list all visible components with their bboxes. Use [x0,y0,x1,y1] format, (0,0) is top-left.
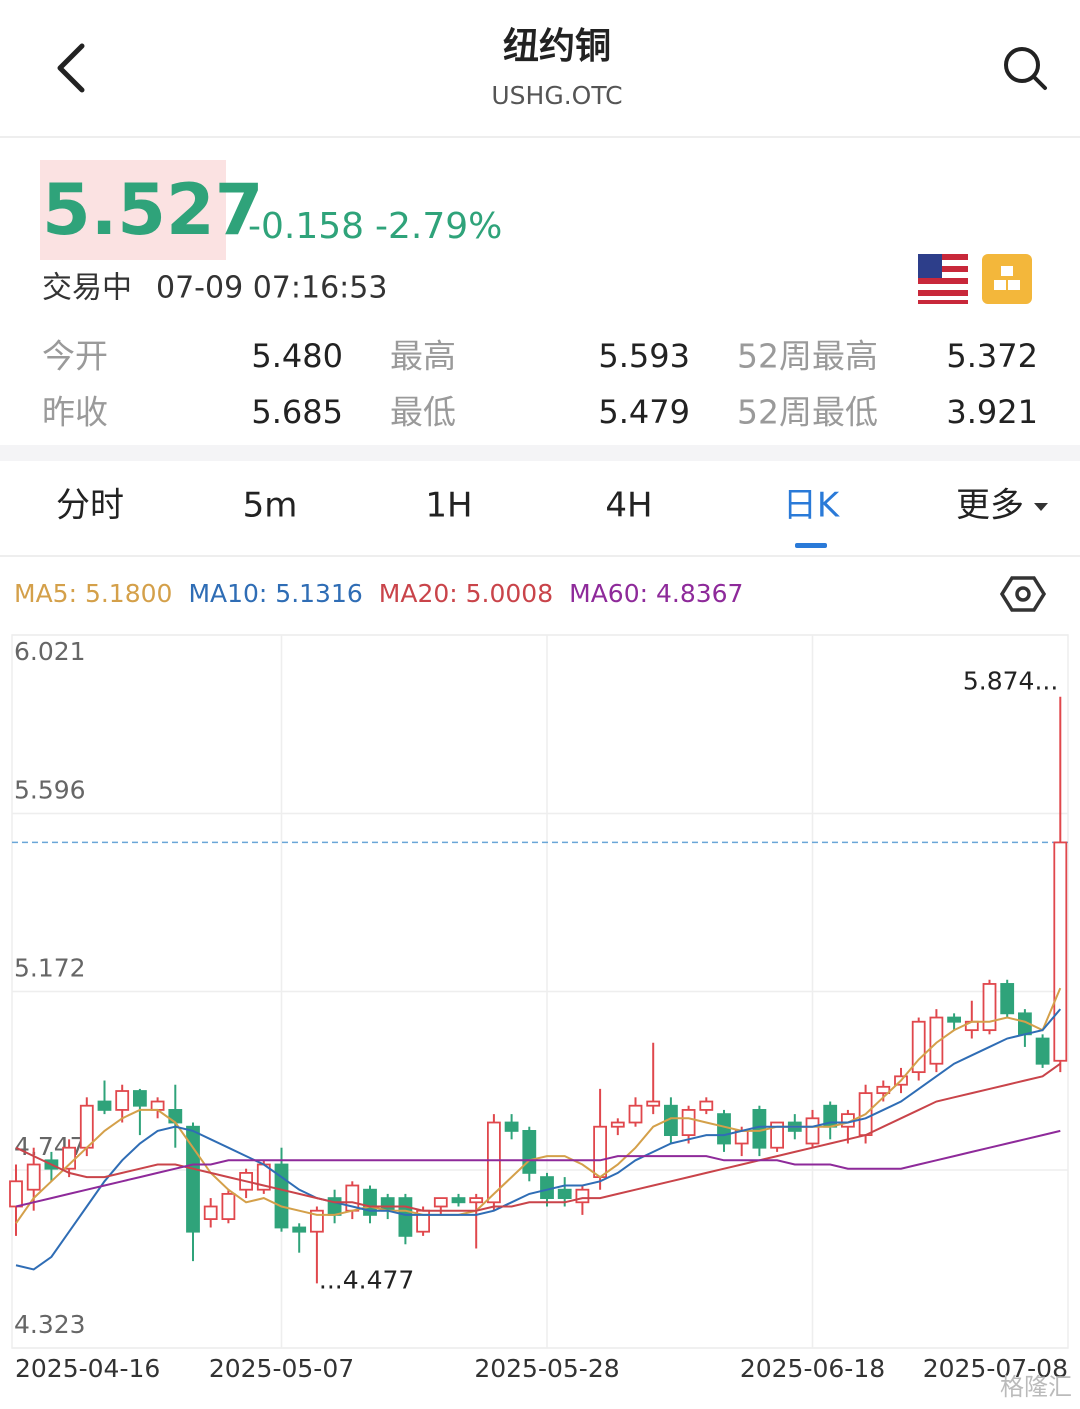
candle-body [115,1090,130,1111]
legend-entry: MA60: 4.8367 [569,579,743,608]
candle-body [982,983,997,1032]
stat-value: 5.593 [598,337,690,375]
change-pct: -2.79% [375,206,502,247]
subtitle: USHG.OTC [491,81,622,110]
candle-body [717,1113,731,1145]
candle-body [292,1226,307,1233]
candle-body [770,1121,784,1149]
legend-entry: MA10: 5.1316 [188,579,362,608]
back-button[interactable] [57,43,85,93]
legend-entry: MA20: 5.0008 [379,579,553,608]
candle-body [646,1100,661,1107]
stat-label: 52周最低 [737,393,878,432]
watermark: 格隆汇 [1000,1373,1072,1401]
title: 纽约铜 [503,26,611,67]
candle-body [309,1209,324,1233]
stat-label: 最高 [390,337,456,376]
candle-body [1035,1037,1050,1065]
candle-body [9,1180,23,1208]
candle-body [699,1100,714,1111]
x-tick-label: 2025-05-07 [209,1354,354,1383]
stat-value: 3.921 [946,393,1038,431]
candle-body [593,1125,607,1178]
tab[interactable]: 分时 [56,486,124,526]
settings-button[interactable] [999,576,1047,612]
candle-body [398,1197,413,1237]
x-tick-label: 2025-04-16 [15,1354,160,1383]
candle-body [363,1188,377,1216]
stat-value: 5.685 [251,393,343,431]
search-button[interactable] [1004,47,1047,90]
ma-line [15,1129,1061,1208]
stat-label: 昨收 [42,393,108,432]
candle-body [752,1109,767,1149]
y-tick-label: 4.323 [14,1310,86,1339]
candle-body [451,1197,466,1204]
price: 5.527 [42,169,263,251]
candle-body [469,1197,484,1204]
stat-value: 5.372 [946,337,1038,375]
ma-line [15,1062,1061,1212]
max-annotation: 5.874... [963,667,1058,696]
time: 07-09 07:16:53 [156,271,387,306]
candle-body [540,1176,554,1199]
candle-body [929,1016,944,1065]
candle-body [681,1109,696,1137]
tab[interactable]: 更多 [956,486,1024,526]
y-tick-label: 5.172 [14,954,86,983]
tab[interactable]: 日K [783,486,841,526]
candle-body [610,1121,625,1128]
ma-line [15,987,1062,1224]
stat-label: 今开 [42,337,108,376]
candle-body [911,1020,926,1074]
candle-body [522,1130,537,1174]
x-tick-label: 2025-07-08 [923,1354,1068,1383]
us-flag [918,254,968,304]
candle-body [97,1100,112,1111]
tab[interactable]: 4H [605,486,652,526]
change: -0.158 [248,206,364,247]
candle-body [79,1104,94,1149]
candle-body [575,1188,590,1204]
candle-body [876,1085,891,1095]
min-annotation: ...4.477 [319,1265,414,1294]
status: 交易中 [42,271,132,306]
tab-indicator [795,543,827,548]
candle-body [1053,841,1068,1062]
legend-entry: MA5: 5.1800 [14,579,172,608]
candle-body [221,1192,236,1220]
candle-body [203,1205,218,1220]
candle-body [557,1188,572,1199]
candle-body [1000,983,1015,1015]
price-flash [40,160,226,260]
candle-body [26,1163,41,1191]
stat-label: 最低 [390,393,456,432]
y-tick-label: 6.021 [14,637,86,666]
x-tick-label: 2025-06-18 [740,1354,885,1383]
candle-body [132,1090,147,1107]
candle-body [150,1100,165,1111]
candle-body [805,1117,820,1145]
tab[interactable]: 5m [243,486,298,526]
candle-body [433,1197,448,1208]
candle-body [947,1016,961,1023]
x-tick-label: 2025-05-28 [474,1354,619,1383]
candle-body [504,1121,519,1132]
stat-value: 5.479 [598,393,690,431]
tab[interactable]: 1H [425,486,472,526]
section-gap [0,445,1080,461]
stat-label: 52周最高 [737,337,878,376]
candle-body [628,1104,643,1124]
gold-icon [982,254,1032,304]
candle-body [486,1121,501,1204]
ma-line [15,1008,1062,1271]
dropdown-caret [1034,503,1048,511]
y-tick-label: 5.596 [14,775,86,804]
stat-value: 5.480 [251,337,343,375]
